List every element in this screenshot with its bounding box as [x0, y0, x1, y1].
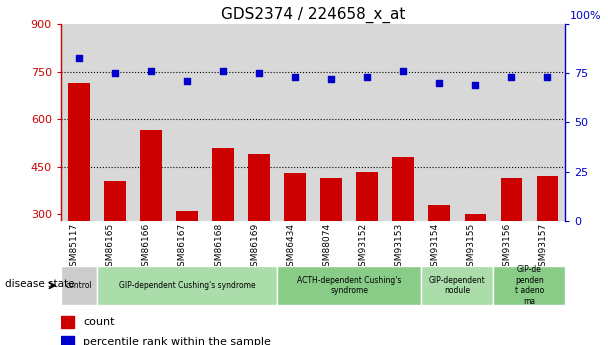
Bar	[104, 181, 126, 221]
Text: GSM93157: GSM93157	[539, 223, 547, 272]
Point	[74, 55, 84, 60]
Text: GIP-dependent
nodule: GIP-dependent nodule	[429, 276, 486, 295]
Bar	[248, 154, 270, 221]
Text: GSM88074: GSM88074	[322, 223, 331, 272]
Bar	[97, 266, 277, 305]
Point	[506, 75, 516, 80]
Text: GSM93155: GSM93155	[466, 223, 475, 272]
Point	[362, 75, 372, 80]
Text: 100%: 100%	[570, 11, 601, 21]
Point	[254, 71, 264, 76]
Text: GSM93152: GSM93152	[358, 223, 367, 272]
Text: GSM86165: GSM86165	[106, 223, 115, 272]
Bar	[285, 173, 306, 221]
Text: count: count	[83, 317, 115, 327]
Text: GSM93156: GSM93156	[502, 223, 511, 272]
Text: GIP-dependent Cushing's syndrome: GIP-dependent Cushing's syndrome	[119, 281, 255, 290]
Text: GSM86168: GSM86168	[214, 223, 223, 272]
Text: GSM85117: GSM85117	[70, 223, 79, 272]
Bar	[61, 336, 74, 345]
Bar	[212, 148, 234, 221]
Bar	[61, 316, 74, 328]
Bar	[493, 266, 565, 305]
Bar	[140, 130, 162, 221]
Point	[182, 78, 192, 84]
Point	[326, 77, 336, 82]
Text: GSM93153: GSM93153	[394, 223, 403, 272]
Text: GIP-de
penden
t adeno
ma: GIP-de penden t adeno ma	[515, 265, 544, 306]
Bar	[61, 266, 97, 305]
Text: GSM86167: GSM86167	[178, 223, 187, 272]
Text: ACTH-dependent Cushing's
syndrome: ACTH-dependent Cushing's syndrome	[297, 276, 401, 295]
Bar	[320, 178, 342, 221]
Point	[218, 69, 228, 74]
Bar	[392, 157, 414, 221]
Point	[471, 82, 480, 88]
Bar	[277, 266, 421, 305]
Text: GSM93154: GSM93154	[430, 223, 439, 272]
Text: GSM86434: GSM86434	[286, 223, 295, 272]
Point	[434, 80, 444, 86]
Text: GSM86166: GSM86166	[142, 223, 151, 272]
Point	[146, 69, 156, 74]
Bar	[421, 266, 493, 305]
Bar	[500, 178, 522, 221]
Point	[542, 75, 552, 80]
Bar	[356, 171, 378, 221]
Point	[398, 69, 408, 74]
Text: control: control	[66, 281, 92, 290]
Bar	[429, 205, 450, 221]
Point	[110, 71, 120, 76]
Bar	[68, 83, 89, 221]
Point	[290, 75, 300, 80]
Text: disease state: disease state	[5, 278, 74, 288]
Bar	[537, 176, 558, 221]
Text: percentile rank within the sample: percentile rank within the sample	[83, 337, 271, 345]
Text: GSM86169: GSM86169	[250, 223, 259, 272]
Bar	[465, 215, 486, 221]
Bar	[176, 211, 198, 221]
Title: GDS2374 / 224658_x_at: GDS2374 / 224658_x_at	[221, 7, 406, 23]
